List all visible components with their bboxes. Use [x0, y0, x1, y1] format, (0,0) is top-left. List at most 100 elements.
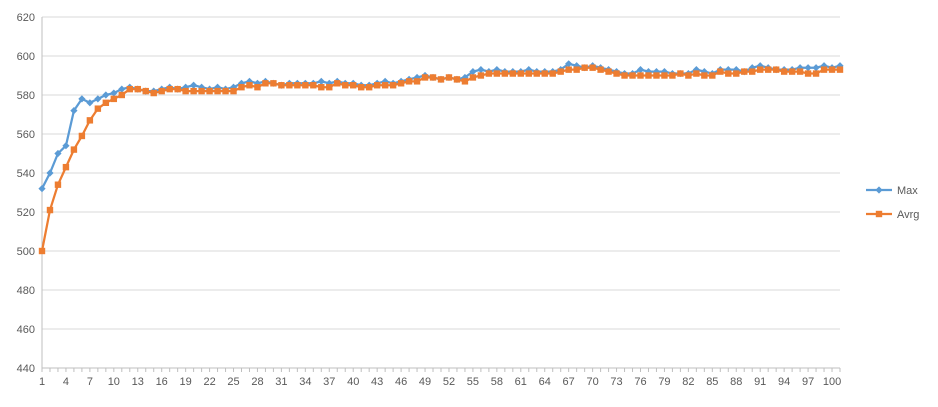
data-point-avrg: [820, 66, 828, 73]
data-point-avrg: [373, 82, 381, 89]
data-point-avrg: [294, 82, 301, 89]
data-point-avrg: [214, 87, 221, 95]
data-point-avrg: [812, 70, 820, 77]
data-point-avrg: [621, 72, 628, 79]
data-point-avrg: [788, 68, 796, 75]
y-tick-label: 560: [17, 129, 35, 141]
data-point-avrg: [661, 72, 668, 79]
data-point-avrg: [461, 78, 469, 85]
data-point-avrg: [86, 117, 94, 124]
data-point-max: [86, 99, 94, 107]
data-point-avrg: [126, 85, 133, 93]
data-point-avrg: [677, 70, 684, 77]
x-axis-tick-labels: 1 4 7 10 13 16 19 22 25 28 31 34 37 40 43 46 49 52 55 58 61 6…: [39, 376, 841, 388]
y-tick-label: 540: [17, 168, 35, 180]
data-point-max: [317, 77, 325, 85]
data-point-avrg: [182, 87, 189, 95]
data-point-avrg: [653, 72, 660, 79]
data-point-avrg: [254, 84, 261, 91]
data-point-avrg: [493, 70, 501, 77]
data-point-avrg: [342, 82, 349, 89]
data-point-max: [573, 62, 581, 70]
gridlines: [42, 16, 840, 330]
data-point-avrg: [70, 146, 78, 153]
data-point-avrg: [717, 68, 724, 75]
y-tick-label: 580: [17, 90, 35, 102]
data-point-avrg: [334, 80, 341, 87]
data-point-max: [38, 185, 46, 193]
data-point-avrg: [429, 74, 437, 81]
y-tick-label: 480: [17, 285, 35, 297]
data-point-avrg: [405, 78, 413, 85]
data-point-avrg: [565, 66, 572, 73]
x-tick-label: 67: [563, 376, 575, 388]
x-tick-label: 19: [180, 376, 192, 388]
data-point-avrg: [693, 70, 700, 77]
legend-label-avrg: Avrg: [897, 209, 919, 221]
data-point-avrg: [54, 181, 62, 188]
data-point-avrg: [828, 66, 836, 73]
data-point-avrg: [772, 66, 780, 73]
y-tick-label: 600: [17, 51, 35, 63]
x-tick-label: 73: [610, 376, 622, 388]
data-point-avrg: [549, 70, 556, 77]
data-point-max: [102, 91, 110, 99]
x-tick-label: 49: [419, 376, 431, 388]
data-point-max: [469, 68, 477, 76]
data-point-avrg: [605, 68, 612, 75]
x-tick-label: 94: [778, 376, 790, 388]
legend-marker-max: [875, 186, 883, 194]
data-point-avrg: [780, 68, 788, 75]
data-point-avrg: [318, 84, 325, 91]
data-point-avrg: [764, 66, 772, 73]
series-markers: [38, 60, 844, 255]
data-point-max: [820, 62, 828, 70]
data-point-avrg: [190, 87, 197, 95]
legend-marker-avrg: [875, 210, 883, 218]
data-point-max: [46, 169, 54, 177]
data-point-avrg: [525, 70, 532, 77]
data-point-avrg: [230, 87, 237, 95]
data-point-avrg: [597, 66, 604, 73]
data-point-max: [325, 79, 333, 87]
y-tick-label: 460: [17, 324, 35, 336]
data-point-avrg: [725, 70, 732, 77]
x-tick-label: 70: [586, 376, 598, 388]
data-point-avrg: [685, 72, 692, 79]
y-tick-label: 500: [17, 246, 35, 258]
data-point-avrg: [198, 87, 205, 95]
data-point-avrg: [102, 99, 110, 106]
data-point-avrg: [78, 132, 86, 140]
data-point-avrg: [421, 74, 429, 81]
data-point-max: [94, 95, 102, 103]
data-point-avrg: [469, 74, 477, 81]
x-tick-label: 85: [706, 376, 718, 388]
data-point-max: [477, 66, 485, 74]
y-tick-label: 520: [17, 207, 35, 219]
data-point-avrg: [757, 66, 764, 73]
data-point-avrg: [38, 247, 46, 255]
data-point-avrg: [709, 72, 716, 79]
data-point-avrg: [134, 85, 141, 93]
x-tick-label: 25: [227, 376, 239, 388]
data-point-max: [110, 89, 118, 97]
data-point-avrg: [445, 74, 453, 81]
x-tick-label: 40: [347, 376, 359, 388]
legend: Max Avrg: [866, 185, 919, 221]
x-tick-label: 22: [203, 376, 215, 388]
data-point-avrg: [158, 87, 165, 95]
data-point-avrg: [637, 72, 644, 79]
data-point-max: [62, 142, 70, 150]
data-point-avrg: [206, 87, 213, 95]
data-point-avrg: [733, 70, 740, 77]
x-tick-label: 28: [251, 376, 263, 388]
x-tick-label: 1: [39, 376, 45, 388]
data-point-avrg: [110, 95, 118, 103]
data-point-avrg: [166, 85, 173, 93]
data-point-avrg: [541, 70, 548, 77]
data-point-avrg: [573, 66, 580, 73]
data-point-avrg: [326, 84, 333, 91]
data-point-avrg: [477, 72, 485, 79]
data-point-max: [190, 81, 198, 89]
